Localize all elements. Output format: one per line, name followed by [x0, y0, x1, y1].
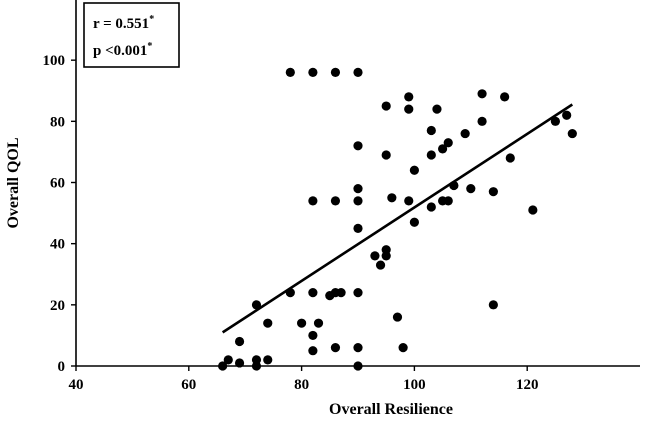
data-point [449, 180, 459, 191]
y-tick-label: 40 [50, 237, 65, 253]
trendline-layer [221, 103, 574, 334]
stats-box-border [83, 2, 180, 68]
x-tick-label: 60 [181, 377, 196, 393]
data-point [285, 67, 295, 77]
data-point [251, 355, 262, 365]
data-point [567, 128, 577, 139]
data-point [426, 202, 436, 212]
p-significance-mark: * [147, 41, 152, 52]
data-point [297, 318, 307, 328]
data-point [409, 217, 419, 227]
y-tick-label: 20 [50, 298, 65, 314]
x-tick-label: 120 [516, 377, 539, 393]
p-value-text: p <0.001* [93, 41, 152, 59]
data-point [263, 355, 273, 365]
data-point [375, 260, 386, 270]
data-point [353, 223, 363, 233]
stats-annotation-box: r = 0.551* p <0.001* [83, 2, 180, 68]
data-point [443, 138, 453, 148]
data-point [218, 361, 228, 371]
data-point [477, 116, 487, 126]
data-point [353, 141, 363, 151]
data-point [330, 196, 341, 206]
data-point [404, 104, 414, 114]
r-significance-mark: * [149, 14, 154, 25]
data-point [234, 358, 245, 368]
data-point [353, 343, 363, 353]
data-point [477, 89, 487, 99]
y-axis-title: Overall QOL [5, 137, 22, 228]
data-point [353, 184, 363, 194]
y-tick-label: 80 [50, 114, 65, 130]
data-point [308, 67, 318, 77]
data-point [285, 288, 295, 298]
y-tick-label: 100 [43, 53, 66, 69]
y-tick-label: 0 [58, 359, 66, 375]
data-point [500, 92, 510, 102]
data-point [387, 193, 397, 203]
data-point [234, 336, 245, 347]
data-point [353, 196, 363, 206]
data-point [381, 245, 391, 255]
regression-line [221, 103, 574, 334]
data-point [528, 205, 538, 215]
x-tick-label: 100 [403, 377, 426, 393]
data-point [432, 104, 442, 114]
data-point [488, 300, 498, 310]
data-point [330, 67, 341, 77]
data-point [336, 288, 346, 298]
data-point [443, 196, 453, 206]
data-point [404, 92, 414, 102]
data-point [426, 150, 436, 160]
x-tick-label: 40 [69, 377, 84, 393]
data-point [223, 355, 233, 365]
data-point [438, 144, 448, 154]
data-point [308, 346, 318, 356]
data-point [353, 361, 363, 371]
data-point [550, 116, 561, 126]
data-point [426, 125, 436, 136]
data-point [263, 318, 273, 328]
points-layer [218, 67, 577, 371]
data-point [308, 330, 318, 341]
data-point [251, 300, 262, 310]
data-point [353, 67, 363, 77]
data-point [370, 251, 380, 261]
data-point [313, 318, 324, 328]
data-point [381, 101, 391, 111]
data-point [353, 288, 363, 298]
data-point [308, 288, 318, 298]
data-point [460, 128, 470, 139]
x-axis-title: Overall Resilience [329, 401, 453, 418]
data-point [392, 312, 403, 322]
r-value-text: r = 0.551* [93, 14, 154, 32]
data-point [308, 196, 318, 206]
y-tick-label: 60 [50, 176, 65, 192]
data-point [488, 187, 498, 197]
data-point [505, 153, 515, 163]
data-point [466, 184, 476, 194]
data-point [404, 196, 414, 206]
x-tick-label: 80 [294, 377, 309, 393]
data-point [398, 343, 408, 353]
data-point [330, 343, 341, 353]
axes-layer: 40 60 80 100 120 0 20 40 60 80 100 [43, 0, 640, 393]
data-point [562, 110, 572, 120]
data-point [409, 165, 419, 175]
data-point [381, 150, 391, 160]
